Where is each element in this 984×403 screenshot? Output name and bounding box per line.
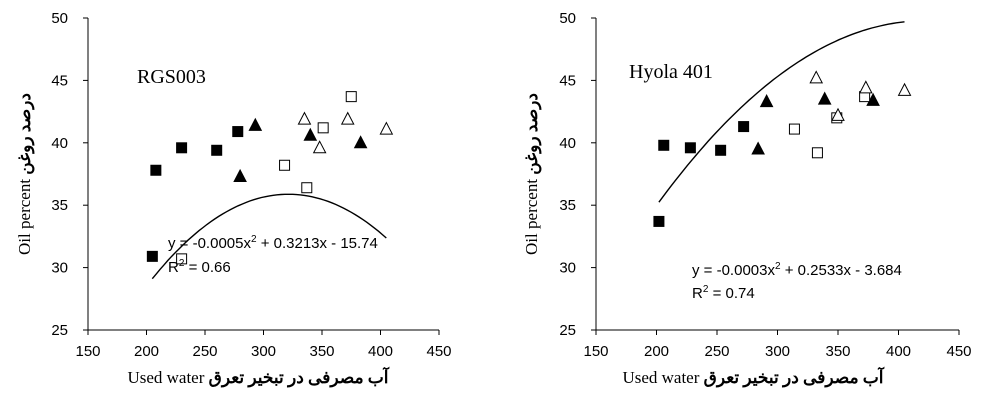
data-point-open-triangle [312, 140, 327, 154]
data-point-open-triangle [809, 70, 824, 84]
y-tick-label: 45 [559, 72, 576, 89]
data-point-filled-square [684, 142, 696, 154]
data-point-filled-square [146, 250, 158, 262]
x-tick-label: 350 [825, 343, 850, 360]
data-point-open-triangle [859, 80, 873, 94]
x-tick-label: 300 [251, 343, 276, 360]
data-point-filled-square [715, 144, 727, 156]
y-tick-label: 50 [559, 10, 576, 27]
y-tick-label: 25 [559, 322, 576, 339]
x-tick-label: 200 [644, 343, 669, 360]
y-tick-label: 35 [559, 197, 576, 214]
trendline [658, 21, 905, 203]
data-point-filled-triangle [751, 141, 765, 155]
y-tick-label: 30 [559, 260, 576, 277]
r-squared: R2 = 0.74 [692, 284, 755, 302]
r-squared: R2 = 0.66 [168, 258, 231, 276]
data-point-filled-square [653, 215, 665, 227]
y-axis-label: Oil percent درصد روغن [522, 93, 542, 255]
data-point-open-square [176, 253, 188, 265]
chart-panel-1: 25 30 35 40 45 50 150 200 250 300 350 400 450 RGS003 y… [15, 10, 452, 388]
data-point-open-triangle [831, 107, 845, 121]
x-axis-label: Used water آب مصرفی در تبخیر تعرق [127, 366, 389, 388]
data-point-filled-square [658, 139, 670, 151]
trendline [151, 193, 387, 280]
x-axis-label: Used water آب مصرفی در تبخیر تعرق [622, 366, 884, 388]
x-tick-label: 400 [368, 343, 393, 360]
x-tick-label: 150 [75, 343, 100, 360]
y-tick-label: 50 [51, 10, 68, 27]
y-tick-label: 45 [51, 72, 68, 89]
data-point-open-triangle [340, 111, 355, 125]
x-tick-label: 450 [946, 343, 971, 360]
x-tick-label: 200 [134, 343, 159, 360]
data-point-filled-square [150, 164, 162, 176]
data-point-filled-triangle [248, 117, 263, 131]
data-point-open-square [811, 147, 823, 159]
data-point-open-square [279, 159, 291, 171]
x-tick-label: 150 [583, 343, 608, 360]
data-point-filled-square [176, 142, 188, 154]
y-tick-label: 40 [559, 135, 576, 152]
x-tick-label: 250 [192, 343, 217, 360]
y-tick-label: 25 [51, 322, 68, 339]
x-tick-label: 300 [765, 343, 790, 360]
data-point-filled-square [211, 144, 223, 156]
x-tick-label: 400 [886, 343, 911, 360]
chart-panel-2: 25 30 35 40 45 50 150 200 250 300 350 400 450 Hyola 4… [522, 10, 972, 388]
data-point-open-triangle [297, 111, 312, 125]
y-tick-label: 30 [51, 260, 68, 277]
data-point-filled-square [738, 121, 750, 133]
data-point-open-square [317, 122, 329, 134]
y-tick-label: 40 [51, 135, 68, 152]
data-point-filled-square [232, 126, 244, 138]
data-point-filled-triangle [233, 168, 247, 182]
x-tick-label: 250 [704, 343, 729, 360]
data-point-filled-triangle [817, 91, 832, 105]
regression-equation: y = -0.0003x2 + 0.2533x - 3.684 [692, 261, 902, 279]
panel-label: RGS003 [137, 66, 206, 88]
y-axis-label: Oil percent درصد روغن [15, 93, 35, 255]
data-point-open-square [345, 91, 357, 103]
regression-equation: y = -0.0005x2 + 0.3213x - 15.74 [168, 234, 378, 252]
y-tick-label: 35 [51, 197, 68, 214]
x-tick-label: 450 [426, 343, 451, 360]
panel-label: Hyola 401 [629, 61, 713, 83]
data-point-open-square [301, 182, 313, 194]
data-point-open-triangle [379, 121, 394, 135]
x-tick-label: 350 [309, 343, 334, 360]
data-point-filled-triangle [353, 135, 368, 149]
data-point-open-square [788, 123, 800, 135]
data-point-open-triangle [897, 82, 912, 96]
data-point-filled-triangle [303, 127, 318, 141]
data-point-filled-triangle [759, 94, 774, 108]
